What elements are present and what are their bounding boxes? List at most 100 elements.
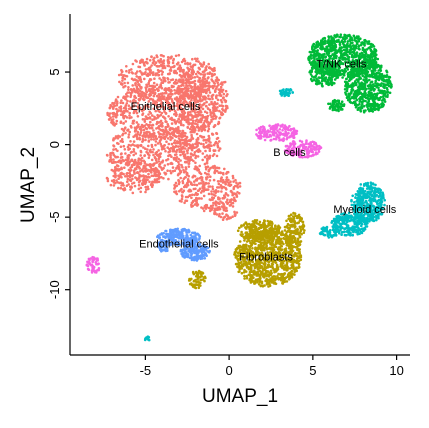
data-point xyxy=(138,136,141,139)
data-point xyxy=(228,184,232,187)
data-point xyxy=(390,83,393,86)
data-point xyxy=(380,99,384,102)
data-point xyxy=(182,189,186,192)
data-point xyxy=(207,145,210,148)
data-point xyxy=(122,116,126,120)
data-point xyxy=(288,135,292,138)
data-point xyxy=(139,162,142,166)
data-point xyxy=(360,54,363,58)
data-point xyxy=(112,179,116,183)
data-point xyxy=(195,132,199,136)
data-point xyxy=(114,155,117,158)
data-point xyxy=(271,126,274,129)
data-point xyxy=(219,179,222,183)
data-point xyxy=(136,115,140,118)
data-point xyxy=(122,184,125,187)
data-point xyxy=(201,189,204,193)
data-point xyxy=(176,89,180,92)
data-point xyxy=(222,81,226,84)
data-point xyxy=(143,92,147,96)
data-point xyxy=(178,73,182,77)
data-point xyxy=(135,111,139,115)
data-point xyxy=(198,81,202,84)
data-point xyxy=(189,110,192,114)
data-point xyxy=(364,55,368,58)
data-point xyxy=(183,103,186,106)
data-point xyxy=(111,115,115,118)
data-point xyxy=(166,101,170,105)
data-point xyxy=(187,143,191,146)
data-point xyxy=(163,92,166,95)
data-point xyxy=(197,107,201,110)
data-point xyxy=(221,201,224,205)
data-point xyxy=(193,98,197,101)
data-point xyxy=(360,93,364,96)
data-point xyxy=(225,206,228,210)
data-point xyxy=(143,166,146,169)
data-point xyxy=(218,109,221,113)
data-point xyxy=(179,123,183,127)
data-point xyxy=(223,194,226,197)
data-point xyxy=(211,94,214,97)
data-point xyxy=(339,35,343,39)
data-point xyxy=(378,106,382,109)
data-point xyxy=(203,116,207,119)
data-point xyxy=(158,124,162,128)
data-point xyxy=(141,112,145,115)
data-point xyxy=(177,157,180,161)
data-point xyxy=(385,78,389,82)
data-point xyxy=(150,184,154,187)
data-point xyxy=(320,45,324,49)
data-point xyxy=(185,135,189,139)
data-point xyxy=(185,89,189,93)
data-point xyxy=(188,105,191,108)
data-point xyxy=(220,81,224,84)
data-point xyxy=(199,182,203,185)
data-point xyxy=(187,158,190,161)
data-point xyxy=(353,80,357,83)
data-point xyxy=(191,116,194,119)
data-point xyxy=(338,222,342,225)
data-point xyxy=(368,46,372,49)
data-point xyxy=(196,197,200,200)
data-point xyxy=(135,75,138,78)
data-point xyxy=(178,70,182,73)
data-point xyxy=(147,172,150,176)
data-point xyxy=(129,107,132,110)
data-point xyxy=(330,82,334,85)
data-point xyxy=(218,212,221,216)
data-point xyxy=(126,110,129,113)
data-point xyxy=(119,145,123,148)
data-point xyxy=(277,131,281,134)
data-point xyxy=(374,183,377,187)
data-point xyxy=(190,133,193,137)
data-point xyxy=(320,82,324,85)
data-point xyxy=(214,109,217,113)
data-point xyxy=(343,71,346,74)
data-point xyxy=(157,97,160,101)
data-point xyxy=(173,149,176,153)
data-point xyxy=(372,61,376,65)
data-point xyxy=(232,199,236,202)
data-point xyxy=(175,140,179,143)
data-point xyxy=(143,77,146,81)
data-point xyxy=(158,155,161,158)
data-point xyxy=(198,187,202,190)
data-point xyxy=(203,188,207,191)
data-point xyxy=(178,166,181,169)
data-point xyxy=(174,122,177,125)
data-point xyxy=(178,103,182,107)
data-point xyxy=(312,153,315,157)
data-point xyxy=(155,83,159,86)
data-point xyxy=(106,177,109,181)
data-point xyxy=(219,99,223,102)
data-point xyxy=(181,70,184,73)
data-point xyxy=(220,190,223,193)
data-point xyxy=(351,44,355,47)
data-point xyxy=(217,190,220,193)
data-point xyxy=(111,151,114,155)
data-point xyxy=(132,104,135,108)
data-point xyxy=(221,218,225,221)
data-point xyxy=(190,129,194,132)
data-point xyxy=(194,72,198,76)
